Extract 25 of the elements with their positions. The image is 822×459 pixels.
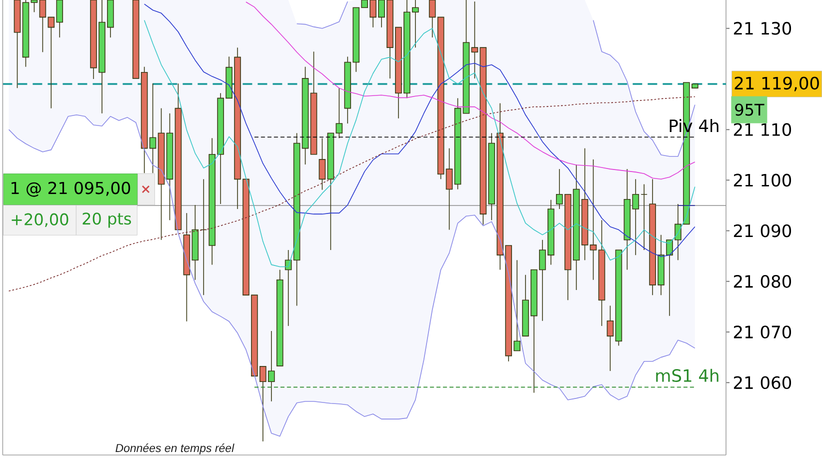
candlestick xyxy=(446,148,453,230)
y-tick-label: 21 130 xyxy=(734,22,792,35)
y-tick-label: 21 070 xyxy=(734,326,792,338)
y-tick-label: 21 100 xyxy=(734,174,792,187)
text: 95T xyxy=(735,104,764,116)
y-tick-label: 21 090 xyxy=(734,224,792,238)
candlestick xyxy=(318,138,326,190)
candlestick xyxy=(640,184,648,250)
candlestick xyxy=(30,0,38,13)
candlestick xyxy=(336,88,343,139)
ref-line-label: 1 @ 21 095,00 xyxy=(12,182,130,197)
candlestick xyxy=(590,159,597,280)
annotation: +20,00 xyxy=(12,213,68,228)
series-label: mS1 4h xyxy=(656,368,718,382)
y-tick-label: 21 060 xyxy=(734,376,792,390)
annotation: 20 pts xyxy=(82,212,131,228)
candlestick xyxy=(471,1,478,79)
annotation: Données en temps réel xyxy=(116,444,234,454)
candlestick xyxy=(149,83,156,174)
y-tick-label: 21 110 xyxy=(734,123,792,136)
candlestick xyxy=(606,305,614,372)
candlestick xyxy=(428,0,436,38)
ref-line-label: 21 119,00 xyxy=(734,76,819,92)
candlestick xyxy=(200,178,208,296)
y-tick-label: 21 080 xyxy=(734,274,792,288)
